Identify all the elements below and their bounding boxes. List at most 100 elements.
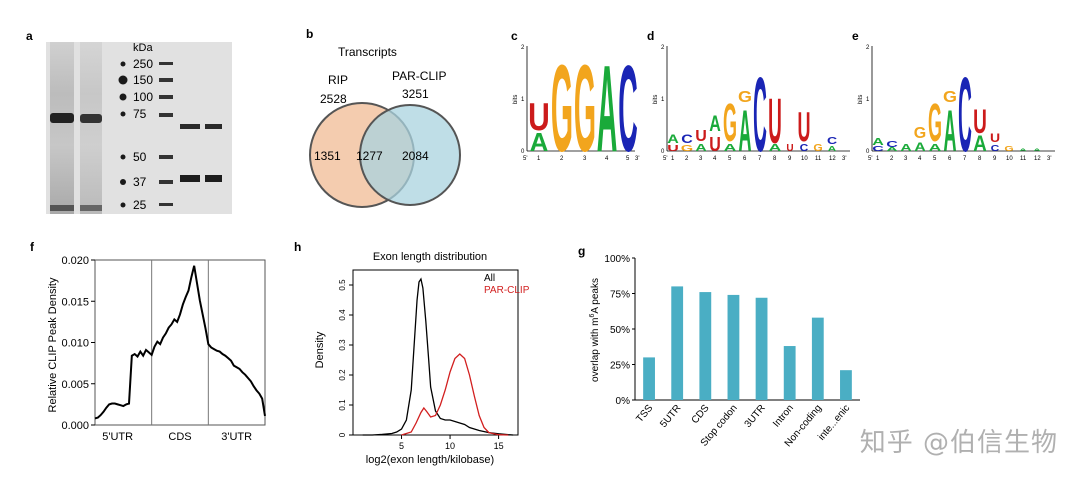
logo-d-4U: U: [709, 133, 721, 155]
logo-d-10C: C: [800, 143, 809, 154]
h-xtick-label: 10: [445, 441, 455, 451]
venn-par-circle: [359, 104, 461, 206]
d-xtick-5: 5: [728, 156, 732, 162]
logo-c-G2: G: [551, 39, 573, 177]
c-xtick-3: 3: [583, 156, 587, 162]
venn-par-only: 2084: [402, 149, 429, 163]
e-ylabel: bits: [858, 95, 864, 104]
d-xtick-1: 1: [671, 156, 675, 162]
d-xtick-3: 3: [699, 156, 703, 162]
kda-150: 150: [133, 73, 153, 87]
panel-d-label: d: [647, 29, 654, 43]
e-xtick-3: 3: [904, 156, 908, 162]
logo-d-12A: A: [828, 145, 837, 153]
d-end5: 5': [663, 156, 667, 162]
venn-rip-total: 2528: [320, 92, 347, 106]
kda-header: kDa: [133, 42, 153, 54]
d-xtick-12: 12: [829, 156, 836, 162]
d-xtick-4: 4: [713, 156, 717, 162]
logo-e-8U: U: [973, 102, 987, 140]
e-ytick-1: 1: [866, 97, 870, 103]
venn-rip-name: RIP: [328, 73, 348, 87]
c-ytick-2: 2: [521, 45, 525, 51]
logo-d-12C: C: [827, 135, 837, 147]
h-ytick-label: 0.2: [338, 369, 347, 381]
panel-f-chart: f Relative CLIP Peak Density 0.000 0.005 0…: [30, 240, 266, 443]
gel-band-right-37b: [205, 175, 222, 182]
logo-e-2A: A: [886, 146, 898, 152]
logo-d-11G: G: [813, 143, 822, 154]
e-xtick-6: 6: [948, 156, 952, 162]
h-legend: All PAR-CLIP: [484, 273, 530, 296]
logo-d-9U: U: [786, 143, 793, 154]
c-xtick-2: 2: [560, 156, 564, 162]
c-ytick-0: 0: [521, 149, 525, 155]
venn-par-name: PAR-CLIP: [392, 69, 446, 83]
g-bar: [840, 370, 852, 400]
h-xtick-label: 5: [399, 441, 404, 451]
gel-band-lane2-75: [80, 114, 102, 123]
g-category-label: 3UTR: [743, 403, 768, 430]
g-category-label: Intron: [771, 403, 796, 430]
h-legend-all: All: [484, 273, 495, 284]
c-xtick-5: 5: [626, 156, 630, 162]
f-ylabel: Relative CLIP Peak Density: [47, 277, 59, 412]
kda-250: 250: [133, 57, 153, 71]
gel-band-right-37a: [180, 175, 200, 182]
kda-50: 50: [133, 150, 147, 164]
panel-d: d 2 1 0 bits A U C G U A A U G A A G C U…: [647, 29, 850, 175]
g-category-label: CDS: [690, 403, 712, 426]
g-category-label: TSS: [634, 403, 655, 425]
panel-e-label: e: [852, 29, 859, 43]
panel-f-label: f: [30, 240, 35, 254]
panel-g-chart: g overlap with m6A peaks 0% 25% 50% 75% 100%…: [578, 244, 860, 449]
g-bar: [699, 292, 712, 400]
g-ylabel: overlap with m6A peaks: [589, 278, 601, 382]
f-ytick-label: 0.005: [61, 379, 89, 391]
logo-d-2G: G: [681, 144, 694, 153]
f-region-label: CDS: [168, 431, 191, 443]
logo-d-5G: G: [723, 93, 737, 153]
logo-e-9U: U: [990, 131, 1000, 145]
watermark-text: 知乎 @伯信生物: [859, 428, 1058, 458]
gel-band-right-75a: [180, 124, 200, 129]
f-ytick-label: 0.015: [61, 296, 89, 308]
g-ytick-label: 25%: [610, 361, 630, 372]
h-plot-frame: [352, 269, 519, 436]
panel-c: c 2 1 0 bits U A G G A C 5' 1 2 3 4 5 3': [511, 29, 639, 177]
h-series-parclip-line: [401, 353, 509, 436]
d-xtick-2: 2: [685, 156, 689, 162]
d-xtick-6: 6: [743, 156, 747, 162]
logo-d-3A: A: [695, 142, 707, 153]
f-region-label: 3'UTR: [221, 431, 252, 443]
gel-lane-2: [80, 42, 102, 214]
venn-overlap: 1277: [356, 149, 383, 163]
venn-par-total: 3251: [402, 87, 429, 101]
logo-d-8U: U: [768, 86, 782, 158]
logo-c-G3: G: [574, 39, 596, 177]
d-ytick-0: 0: [661, 149, 665, 155]
logo-e-9C: C: [991, 145, 1000, 154]
h-title: Exon length distribution: [373, 251, 487, 263]
e-xtick-5: 5: [933, 156, 937, 162]
h-series-all-line: [362, 277, 514, 436]
h-ytick-label: 0.5: [338, 279, 347, 291]
h-ylabel: Density: [314, 331, 326, 368]
g-ytick-label: 50%: [610, 325, 630, 336]
h-ytick-label: 0.4: [338, 309, 347, 321]
f-region-label: 5'UTR: [102, 431, 133, 443]
d-xtick-8: 8: [773, 156, 777, 162]
e-xtick-12: 12: [1034, 156, 1041, 162]
logo-d-4A: A: [709, 113, 721, 137]
logo-d-7C: C: [753, 56, 767, 174]
e-xtick-9: 9: [993, 156, 997, 162]
panel-b-label: b: [306, 27, 313, 41]
logo-d-1U: U: [667, 144, 679, 153]
panel-g-label: g: [578, 244, 585, 258]
panel-a: a kDa 250 150 100 75 50 37 25: [26, 29, 232, 214]
e-xtick-1: 1: [876, 156, 880, 162]
d-ytick-1: 1: [661, 97, 665, 103]
kda-markers: 250 150 100 75 50 37 25: [133, 57, 153, 212]
g-bar: [783, 346, 796, 400]
g-ytick-label: 75%: [610, 290, 630, 301]
